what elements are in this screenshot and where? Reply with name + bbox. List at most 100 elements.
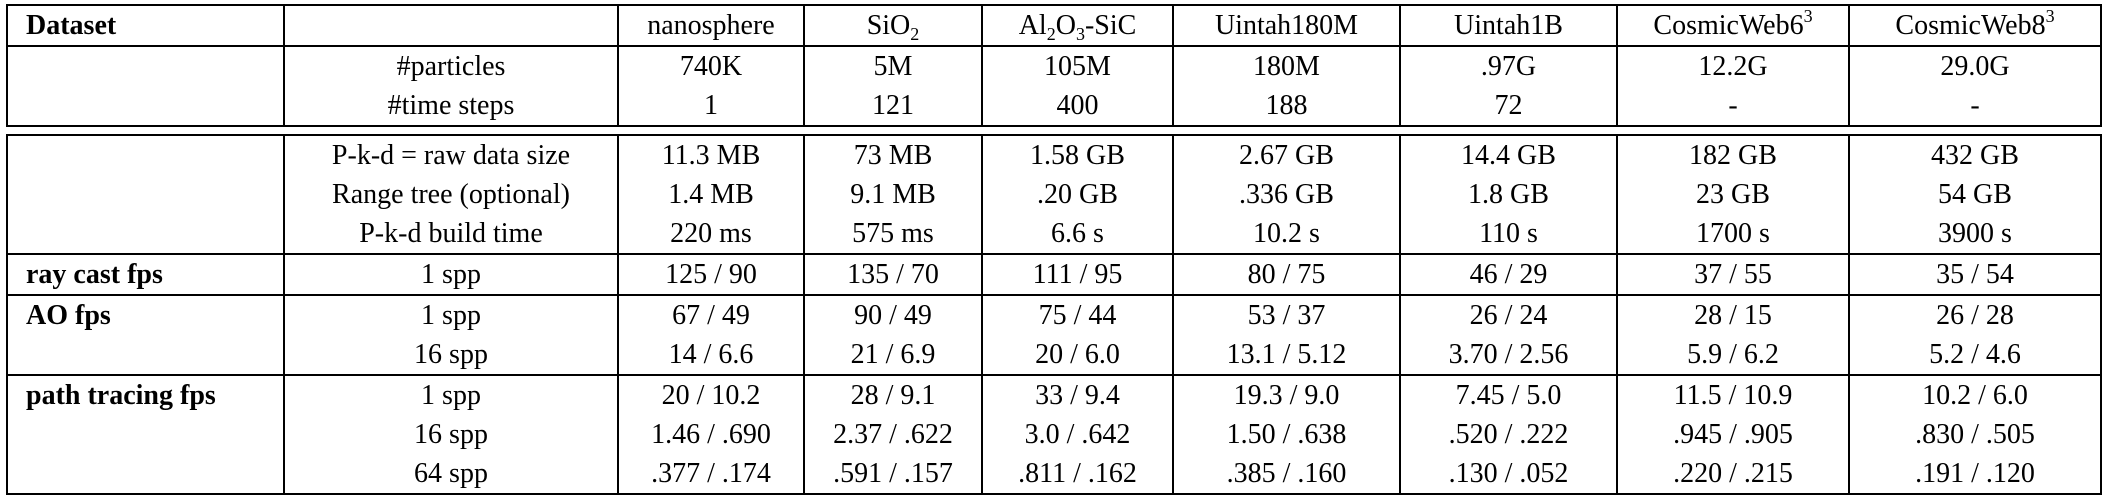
table-cell: 432 GB: [1848, 134, 2102, 175]
table-cell: 188: [1172, 86, 1401, 126]
table-cell: 9.1 MB: [803, 175, 983, 214]
table-cell: 400: [981, 86, 1174, 126]
table-cell: 54 GB: [1848, 175, 2102, 214]
table-row-pt-16spp: 16 spp 1.46 / .690 2.37 / .622 3.0 / .64…: [6, 415, 2102, 454]
header-row: Dataset nanosphere SiO2 Al2O3-SiC Uintah…: [6, 4, 2102, 46]
table-cell: 46 / 29: [1399, 253, 1618, 295]
row-label: 1 spp: [283, 253, 619, 295]
table-cell: .20 GB: [981, 175, 1174, 214]
row-label: P-k-d build time: [283, 214, 619, 254]
table-cell: 1.58 GB: [981, 134, 1174, 175]
table-row-particles: #particles 740K 5M 105M 180M .97G 12.2G …: [6, 45, 2102, 86]
table-cell: 1.8 GB: [1399, 175, 1618, 214]
table-cell: .385 / .160: [1172, 454, 1401, 495]
table-cell: 20 / 10.2: [617, 374, 805, 415]
column-header-cosmicweb8: CosmicWeb83: [1848, 4, 2102, 46]
table-cell: 1700 s: [1616, 214, 1850, 254]
table-cell: .336 GB: [1172, 175, 1401, 214]
table-cell: 6.6 s: [981, 214, 1174, 254]
row-label: #particles: [283, 45, 619, 86]
row-label: 64 spp: [283, 454, 619, 495]
column-header-al2o3-sic: Al2O3-SiC: [981, 4, 1174, 46]
table-row-timesteps: #time steps 1 121 400 188 72 - -: [6, 86, 2102, 126]
table-cell: 3.0 / .642: [981, 415, 1174, 454]
table-row-raycast-1spp: ray cast fps 1 spp 125 / 90 135 / 70 111…: [6, 253, 2102, 295]
group-label-path-tracing: path tracing fps: [6, 374, 285, 415]
table-cell: 105M: [981, 45, 1174, 86]
table-cell: 20 / 6.0: [981, 335, 1174, 375]
table-cell: 111 / 95: [981, 253, 1174, 295]
table-row-pt-1spp: path tracing fps 1 spp 20 / 10.2 28 / 9.…: [6, 374, 2102, 415]
table-cell: 1: [617, 86, 805, 126]
table-cell: 11.3 MB: [617, 134, 805, 175]
table-cell: 19.3 / 9.0: [1172, 374, 1401, 415]
table-cell: .830 / .505: [1848, 415, 2102, 454]
table-cell: .945 / .905: [1616, 415, 1850, 454]
table-cell: 14.4 GB: [1399, 134, 1618, 175]
table-cell: 2.67 GB: [1172, 134, 1401, 175]
table-cell: 3900 s: [1848, 214, 2102, 254]
column-header-sio2: SiO2: [803, 4, 983, 46]
row-label: Range tree (optional): [283, 175, 619, 214]
table-cell: .591 / .157: [803, 454, 983, 495]
table-cell: .811 / .162: [981, 454, 1174, 495]
table-cell: 575 ms: [803, 214, 983, 254]
row-label: 1 spp: [283, 294, 619, 335]
table-cell: 180M: [1172, 45, 1401, 86]
table-cell: 12.2G: [1616, 45, 1850, 86]
table-row-build-time: P-k-d build time 220 ms 575 ms 6.6 s 10.…: [6, 214, 2102, 254]
table-cell: .130 / .052: [1399, 454, 1618, 495]
benchmark-table: Dataset nanosphere SiO2 Al2O3-SiC Uintah…: [6, 4, 2102, 495]
column-header-nanosphere: nanosphere: [617, 4, 805, 46]
table-cell: 29.0G: [1848, 45, 2102, 86]
table-row-ao-16spp: 16 spp 14 / 6.6 21 / 6.9 20 / 6.0 13.1 /…: [6, 335, 2102, 375]
table-cell: 53 / 37: [1172, 294, 1401, 335]
table-cell: 1.46 / .690: [617, 415, 805, 454]
table-cell: 72: [1399, 86, 1618, 126]
group-label-raycast: ray cast fps: [6, 253, 285, 295]
table-cell: 75 / 44: [981, 294, 1174, 335]
table-cell: 2.37 / .622: [803, 415, 983, 454]
column-header-uintah1b: Uintah1B: [1399, 4, 1618, 46]
table-cell: 7.45 / 5.0: [1399, 374, 1618, 415]
table-cell: 90 / 49: [803, 294, 983, 335]
table-cell: 23 GB: [1616, 175, 1850, 214]
table-cell: 21 / 6.9: [803, 335, 983, 375]
table-cell: 182 GB: [1616, 134, 1850, 175]
table-cell: 740K: [617, 45, 805, 86]
table-cell: 28 / 15: [1616, 294, 1850, 335]
table-cell: 125 / 90: [617, 253, 805, 295]
group-label-ao: AO fps: [6, 294, 285, 335]
column-header-uintah180m: Uintah180M: [1172, 4, 1401, 46]
table-row-raw-size: P-k-d = raw data size 11.3 MB 73 MB 1.58…: [6, 134, 2102, 175]
table-row-range-tree: Range tree (optional) 1.4 MB 9.1 MB .20 …: [6, 175, 2102, 214]
table-cell: 11.5 / 10.9: [1616, 374, 1850, 415]
table-cell: 10.2 s: [1172, 214, 1401, 254]
table-cell: 220 ms: [617, 214, 805, 254]
table-row-ao-1spp: AO fps 1 spp 67 / 49 90 / 49 75 / 44 53 …: [6, 294, 2102, 335]
table-cell: 1.4 MB: [617, 175, 805, 214]
table-cell: 67 / 49: [617, 294, 805, 335]
table-cell: 37 / 55: [1616, 253, 1850, 295]
table-cell: 14 / 6.6: [617, 335, 805, 375]
column-header-cosmicweb6: CosmicWeb63: [1616, 4, 1850, 46]
row-label: #time steps: [283, 86, 619, 126]
dataset-header: Dataset: [6, 4, 285, 46]
blank-header-cell: [283, 4, 619, 46]
table-cell: 10.2 / 6.0: [1848, 374, 2102, 415]
table-cell: 5M: [803, 45, 983, 86]
table-cell: 33 / 9.4: [981, 374, 1174, 415]
table-cell: 110 s: [1399, 214, 1618, 254]
row-label: P-k-d = raw data size: [283, 134, 619, 175]
table-cell: 35 / 54: [1848, 253, 2102, 295]
table-cell: 26 / 24: [1399, 294, 1618, 335]
table-cell: .520 / .222: [1399, 415, 1618, 454]
section-divider: [7, 125, 2101, 135]
table-cell: 5.2 / 4.6: [1848, 335, 2102, 375]
table-cell: 80 / 75: [1172, 253, 1401, 295]
table-cell: .191 / .120: [1848, 454, 2102, 495]
table-cell: .377 / .174: [617, 454, 805, 495]
row-label: 16 spp: [283, 415, 619, 454]
table-cell: 5.9 / 6.2: [1616, 335, 1850, 375]
